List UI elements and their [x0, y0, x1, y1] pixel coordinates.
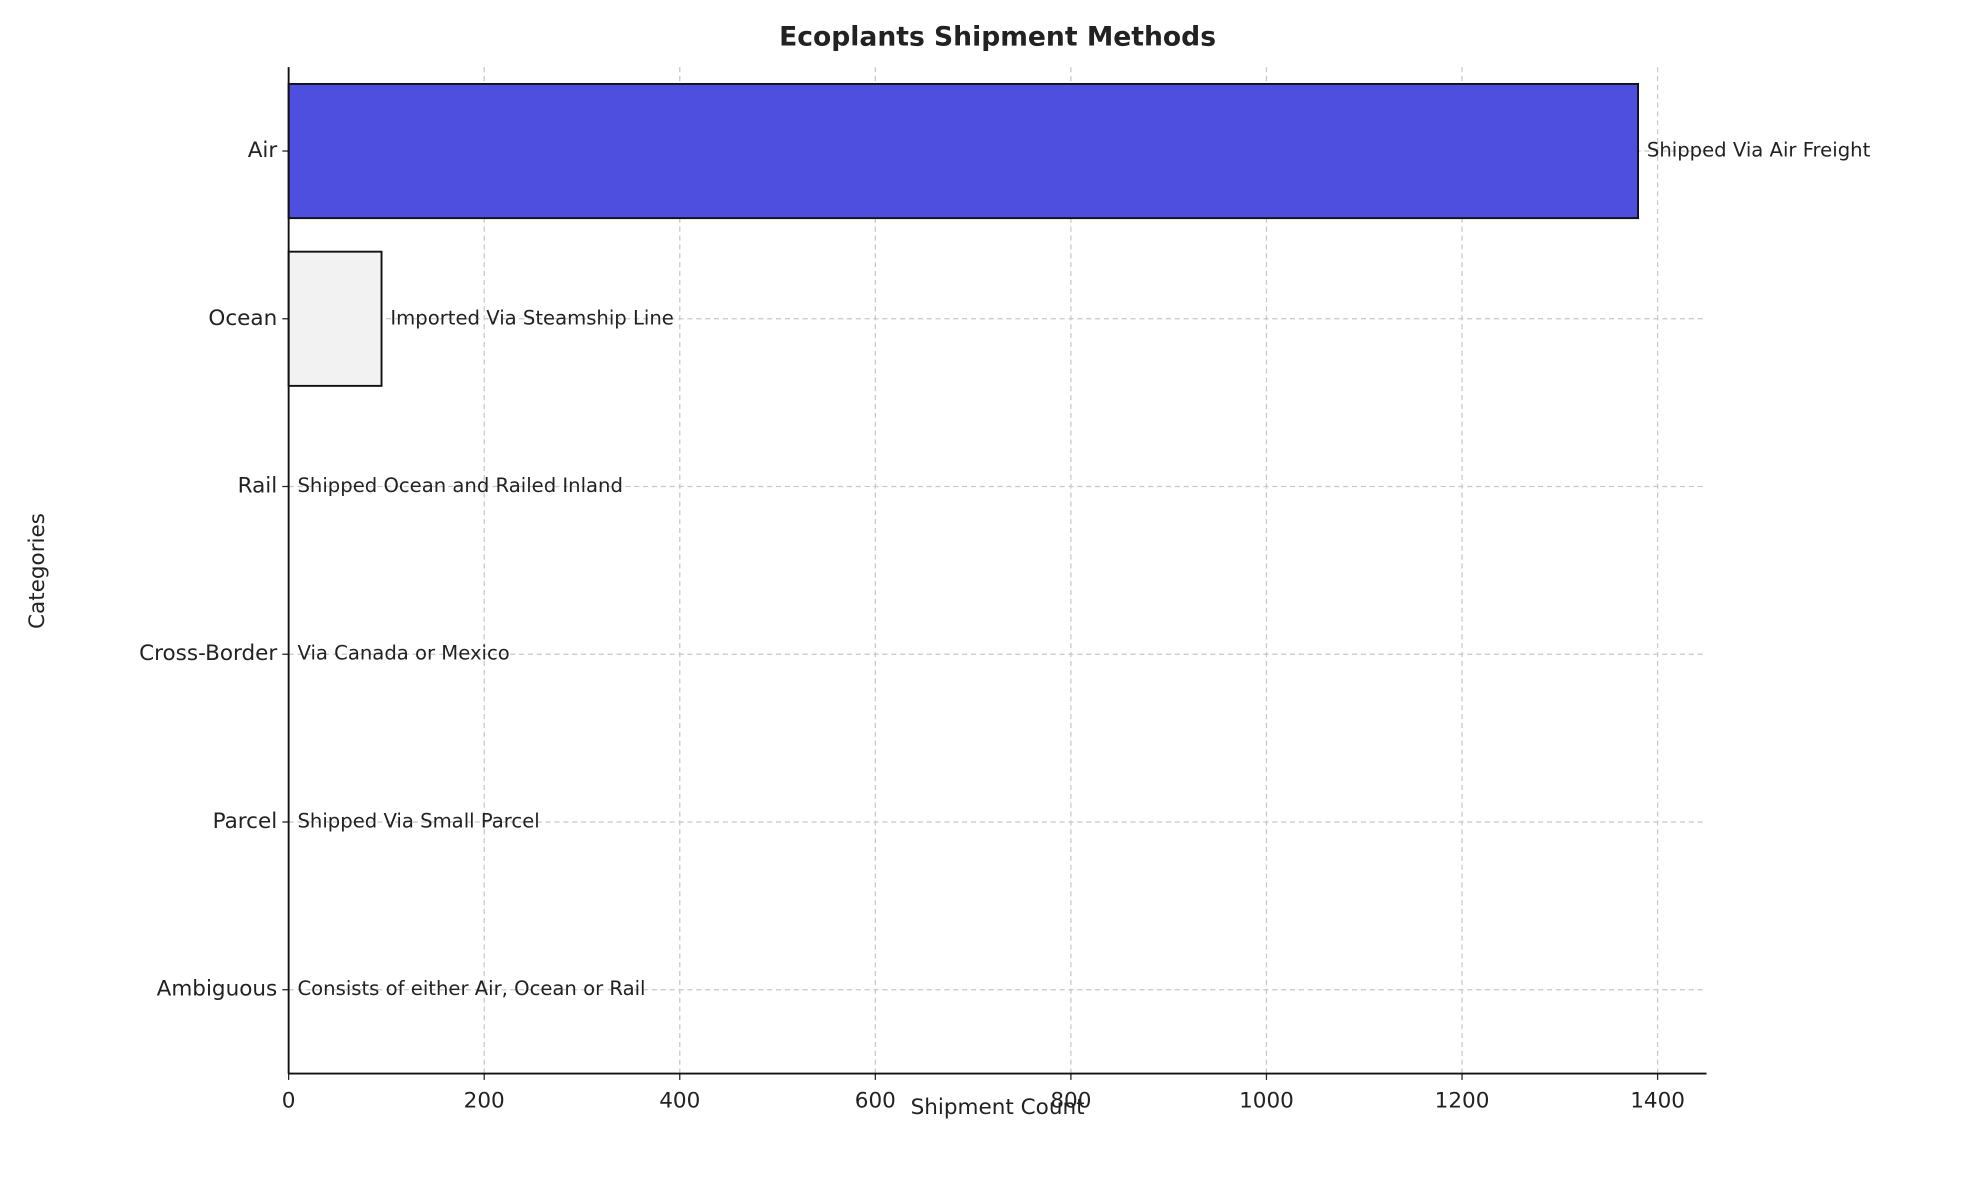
- bar-annotation: Via Canada or Mexico: [297, 642, 509, 665]
- bar: [287, 250, 383, 387]
- chart-title: Ecoplants Shipment Methods: [779, 22, 1216, 53]
- x-tick-label: 0: [282, 1088, 296, 1113]
- x-tick-label: 400: [659, 1088, 700, 1113]
- bar-annotation: Shipped Ocean and Railed Inland: [297, 474, 622, 497]
- y-tick-label: Ambiguous: [157, 977, 278, 1002]
- y-tick-label: Parcel: [213, 809, 278, 834]
- y-tick-label: Air: [248, 138, 278, 163]
- bar-annotation: Imported Via Steamship Line: [390, 306, 673, 329]
- bar: [287, 82, 1639, 220]
- x-tick-label: 1400: [1630, 1088, 1685, 1113]
- bar-annotation: Shipped Via Air Freight: [1647, 139, 1871, 162]
- y-axis-label: Categories: [25, 513, 50, 629]
- y-tick-label: Rail: [238, 474, 278, 499]
- bar-annotation: Shipped Via Small Parcel: [297, 809, 539, 832]
- x-tick-label: 600: [855, 1088, 896, 1113]
- y-tick-label: Ocean: [208, 306, 277, 331]
- y-tick-label: Cross-Border: [139, 641, 277, 666]
- x-tick-label: 800: [1050, 1088, 1091, 1113]
- x-axis-label: Shipment Count: [911, 1095, 1085, 1120]
- x-tick-label: 200: [464, 1088, 505, 1113]
- x-tick-label: 1000: [1239, 1088, 1294, 1113]
- bar-annotation: Consists of either Air, Ocean or Rail: [297, 977, 645, 1000]
- x-tick-label: 1200: [1435, 1088, 1490, 1113]
